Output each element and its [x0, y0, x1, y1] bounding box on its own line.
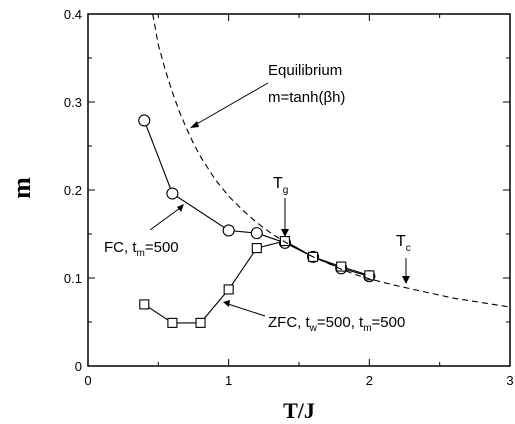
fc-point — [250, 227, 263, 240]
y-tick-label: 0.3 — [64, 95, 82, 110]
y-axis-title: m — [7, 177, 36, 199]
annotation-equilibrium: Equilibrium — [268, 62, 342, 79]
fc-point — [222, 224, 235, 237]
zfc-point — [195, 317, 206, 328]
x-tick-label: 2 — [366, 373, 373, 388]
axis-tick-labels: 0 1 2 3 0 0.1 0.2 0.3 0.4 — [64, 7, 514, 388]
zfc-arrow-line — [227, 303, 266, 317]
x-tick-label: 0 — [84, 373, 91, 388]
axis-ticks — [87, 13, 511, 367]
equilibrium-arrow-line — [194, 82, 269, 126]
zfc-point — [336, 261, 347, 272]
zfc-arrow-head — [223, 300, 230, 307]
fc-point — [138, 114, 151, 127]
zfc-point — [223, 284, 234, 295]
zfc-point — [251, 243, 262, 254]
zfc-point — [279, 235, 290, 247]
x-tick-label: 1 — [225, 373, 232, 388]
zfc-point — [364, 270, 375, 281]
x-tick-label: 3 — [506, 373, 513, 388]
x-axis-title: T/J — [283, 398, 315, 423]
annotation-zfc: ZFC, tw=500, tm=500 — [268, 314, 405, 334]
fc-point — [166, 187, 179, 200]
tg-arrow-head — [281, 229, 289, 237]
annotation-equilibrium-formula: m=tanh(βh) — [268, 89, 345, 106]
zfc-point — [167, 317, 178, 328]
annotation-tg: Tg — [273, 175, 288, 196]
tc-arrow-head — [402, 276, 410, 284]
series-layer — [138, 13, 511, 328]
annotation-fc: FC, tm=500 — [104, 239, 179, 259]
fc-arrow-line — [149, 207, 181, 231]
y-tick-label: 0.2 — [64, 183, 82, 198]
equilibrium-arrow-head — [190, 121, 199, 128]
fc-arrow-head — [177, 204, 184, 212]
annotation-tc: Tc — [396, 233, 411, 254]
equilibrium-series-line — [152, 13, 511, 308]
zfc-point — [139, 299, 150, 310]
y-tick-label: 0 — [75, 359, 82, 374]
y-tick-label: 0.1 — [64, 271, 82, 286]
y-tick-label: 0.4 — [64, 7, 82, 22]
